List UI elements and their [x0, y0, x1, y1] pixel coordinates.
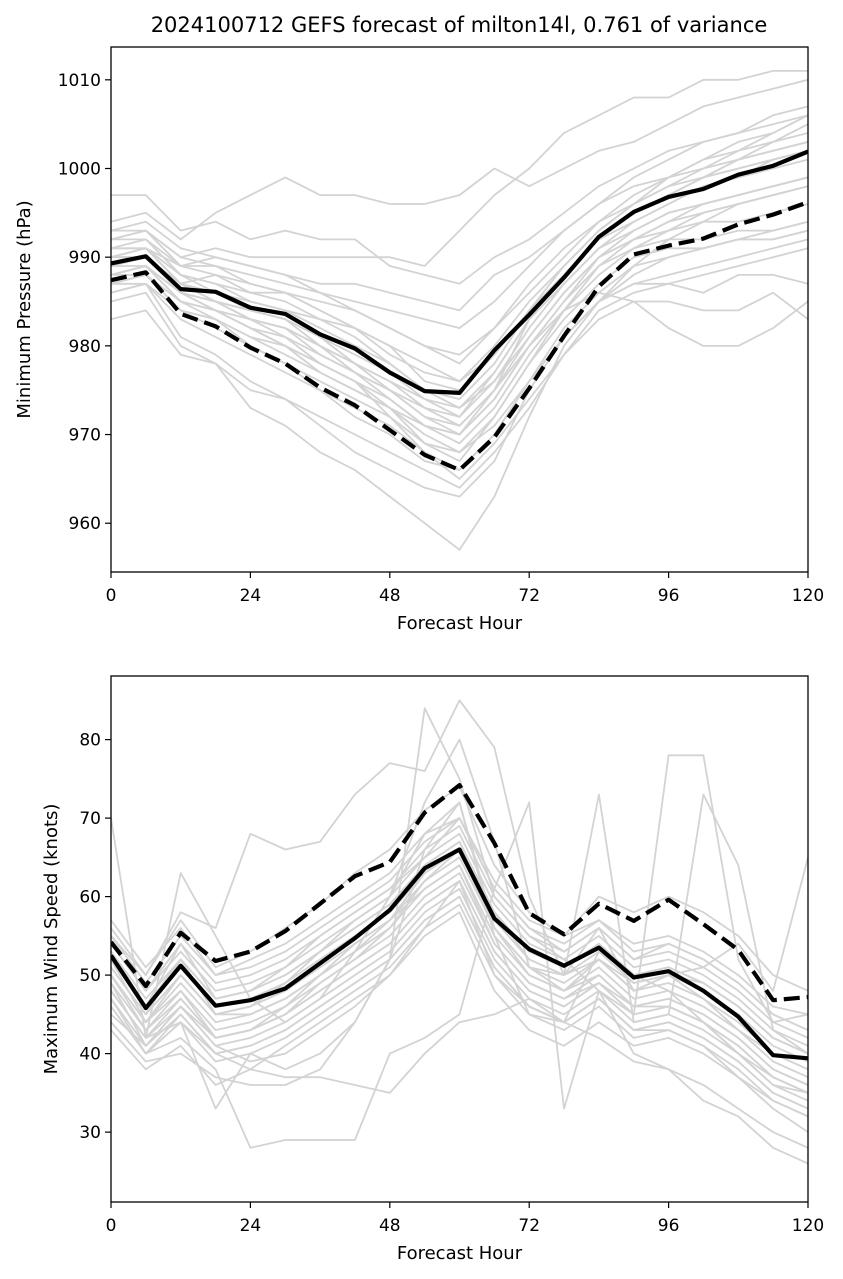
wind-ensemble-member-26 [111, 872, 808, 1086]
chart-title: 2024100712 GEFS forecast of milton14l, 0… [151, 13, 768, 37]
pressure-y-tick-label: 990 [69, 248, 101, 268]
pressure-x-tick-label: 48 [379, 586, 401, 606]
wind-y-axis-label: Maximum Wind Speed (knots) [41, 804, 62, 1075]
pressure-axes-frame [110, 46, 809, 573]
wind-ensemble-member-25 [111, 856, 808, 1071]
pressure-y-tick-label: 1000 [58, 159, 101, 179]
wind-x-tick-label: 72 [518, 1216, 540, 1236]
pressure-ensemble-member-3 [111, 70, 808, 267]
pressure-panel: 0 24 48 72 96 120 960 970 980 990 1000 1010 Forecast… [14, 46, 824, 634]
wind-ensemble-member-30 [111, 903, 808, 1118]
wind-x-tick-label: 96 [658, 1216, 680, 1236]
pressure-x-tick-label: 120 [792, 586, 824, 606]
pressure-ensemble-member-9 [111, 185, 808, 551]
pressure-y-tick-label: 970 [69, 426, 101, 446]
pressure-ensemble-member-21 [111, 176, 808, 436]
pressure-ensemble-member-17 [111, 247, 808, 489]
wind-x-axis-label: Forecast Hour [397, 1243, 523, 1264]
wind-ensemble-member-3 [111, 754, 808, 1149]
wind-y-tick-label: 30 [79, 1123, 101, 1143]
wind-ensemble-member-28 [111, 880, 808, 1094]
pressure-x-tick-label: 72 [518, 586, 540, 606]
wind-y-tick-label: 60 [79, 888, 101, 908]
pressure-y-tick-label: 1010 [58, 71, 101, 91]
pressure-ensemble-member-27 [111, 238, 808, 454]
pressure-ensemble-member-11 [111, 149, 808, 365]
pressure-y-tick-label: 960 [69, 514, 101, 534]
wind-y-tick-label: 70 [79, 809, 101, 829]
wind-ensemble-member-5 [111, 699, 808, 1055]
pressure-y-axis-label: Minimum Pressure (hPa) [14, 200, 35, 418]
pressure-ensemble-member-4 [111, 105, 808, 312]
wind-panel: 0 24 48 72 96 120 30 40 50 60 70 80 Forecast Hour Max… [41, 675, 824, 1264]
wind-ensemble-member-21 [111, 817, 808, 1031]
pressure-ensemble-member-22 [111, 229, 808, 454]
pressure-ensemble-member-14 [111, 256, 808, 427]
wind-x-tick-label: 48 [379, 1216, 401, 1236]
pressure-x-tick-label: 96 [658, 586, 680, 606]
wind-axes-frame [110, 675, 809, 1203]
wind-x-tick-label: 24 [240, 1216, 262, 1236]
pressure-y-tick-label: 980 [69, 337, 101, 357]
pressure-ensemble-member-30 [111, 176, 808, 409]
pressure-ensemble-member-25 [111, 220, 808, 471]
wind-plot-area [111, 699, 808, 1165]
pressure-x-tick-label: 0 [106, 586, 117, 606]
wind-ensemble-member-16 [111, 864, 808, 1079]
wind-solid-series-line [111, 847, 808, 1061]
wind-ensemble-member-15 [111, 911, 808, 1118]
pressure-x-axis-label: Forecast Hour [397, 613, 523, 634]
pressure-ensemble-member-7 [111, 203, 808, 409]
pressure-ensemble-member-20 [111, 141, 808, 329]
pressure-dashed-series-line [111, 200, 808, 473]
pressure-ensemble-member-12 [111, 274, 808, 471]
pressure-ensemble-member-26 [111, 141, 808, 418]
pressure-ensemble-member-19 [111, 185, 808, 445]
wind-y-tick-label: 50 [79, 966, 101, 986]
pressure-ensemble-member-24 [111, 132, 808, 356]
wind-ensemble-member-18 [111, 887, 808, 1102]
wind-ensemble-member-7 [111, 848, 808, 1094]
pressure-x-tick-label: 24 [240, 586, 262, 606]
wind-ensemble-member-17 [111, 832, 808, 1047]
wind-y-tick-label: 80 [79, 731, 101, 751]
pressure-plot-area [111, 70, 808, 551]
pressure-ensemble-member-1 [111, 114, 808, 285]
wind-x-tick-label: 0 [106, 1216, 117, 1236]
wind-ensemble-member-27 [111, 825, 808, 1039]
wind-x-tick-label: 120 [792, 1216, 824, 1236]
wind-dashed-series-line [111, 783, 808, 1003]
pressure-ensemble-member-2 [111, 78, 808, 241]
pressure-ensemble-member-5 [111, 123, 808, 436]
pressure-solid-series-line [111, 149, 808, 395]
pressure-ensemble-member-13 [111, 274, 808, 480]
wind-ensemble-member-24 [111, 895, 808, 1110]
wind-ensemble-member-29 [111, 840, 808, 1055]
wind-y-tick-label: 40 [79, 1045, 101, 1065]
